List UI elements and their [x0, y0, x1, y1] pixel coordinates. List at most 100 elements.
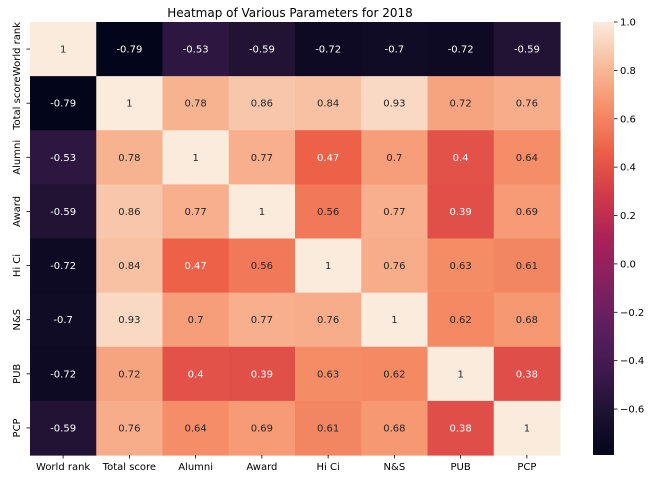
cell-annotation: -0.59 — [249, 45, 275, 56]
cell-annotation: -0.53 — [50, 153, 76, 164]
cell-annotation: 0.4 — [453, 153, 469, 164]
cell-annotation: 0.77 — [251, 153, 273, 164]
colorbar-tick-label: 1.0 — [620, 18, 636, 29]
colorbar-gradient — [593, 22, 614, 455]
chart-title: Heatmap of Various Parameters for 2018 — [167, 6, 413, 20]
cell-annotation: 0.72 — [118, 369, 140, 380]
cell-annotation: 1 — [457, 369, 463, 380]
cell-annotation: 0.78 — [118, 153, 140, 164]
cell-annotation: 0.78 — [184, 99, 206, 110]
heatmap-cell — [30, 238, 97, 294]
cell-annotation: -0.53 — [183, 45, 209, 56]
heatmap-cell — [427, 346, 495, 402]
cell-annotation: -0.59 — [50, 423, 76, 434]
colorbar-tick-label: 0.6 — [620, 114, 636, 125]
heatmap-cell — [162, 400, 230, 456]
cell-annotation: 0.84 — [317, 99, 339, 110]
heatmap-cell — [493, 22, 561, 77]
heatmap-cell — [295, 238, 362, 294]
x-tick-label: PCP — [517, 462, 536, 473]
cell-annotation: -0.7 — [53, 315, 73, 326]
cell-annotation: 0.77 — [383, 207, 405, 218]
cell-annotation: 0.77 — [251, 315, 273, 326]
cell-annotation: 1 — [60, 45, 66, 56]
x-axis: World rank Total score Alumni Award Hi Ci N&S… — [36, 455, 536, 473]
x-tick-label: PUB — [451, 462, 471, 473]
heatmap-cell — [295, 400, 362, 456]
cell-annotations: 1 -0.79 -0.53 -0.59 -0.72 -0.7 -0.72 -0.59 -0.79… — [50, 45, 540, 435]
heatmap-cell — [493, 346, 561, 402]
y-tick-label: N&S — [12, 309, 23, 331]
heatmap-cell — [228, 346, 296, 402]
heatmap-cell — [493, 292, 561, 348]
x-tick-label: Total score — [102, 462, 156, 473]
cell-annotation: 1 — [325, 261, 331, 272]
cell-annotation: 0.68 — [383, 423, 405, 434]
cell-annotation: -0.79 — [50, 99, 76, 110]
cell-annotation: 0.93 — [118, 315, 140, 326]
heatmap-cell — [361, 22, 429, 77]
cell-annotation: 0.64 — [184, 423, 206, 434]
y-tick-label: Hi Ci — [12, 254, 23, 277]
heatmap-cell — [361, 238, 429, 294]
heatmap-cell — [30, 76, 97, 131]
heatmap-cell — [295, 184, 362, 240]
heatmap-cell — [361, 184, 429, 240]
cell-annotation: 0.63 — [317, 369, 339, 380]
heatmap-cell — [228, 76, 296, 131]
heatmap-cell — [361, 292, 429, 348]
colorbar-tick-label: −0.2 — [620, 308, 644, 319]
cell-annotation: 0.76 — [383, 261, 405, 272]
y-tick-label: Award — [12, 196, 23, 227]
heatmap-cell — [493, 76, 561, 131]
cell-annotation: -0.72 — [448, 45, 474, 56]
cell-annotation: 0.93 — [383, 99, 405, 110]
heatmap-cell — [427, 184, 495, 240]
heatmap-cell — [30, 22, 97, 77]
cell-annotation: 1 — [192, 153, 198, 164]
cell-annotation: 0.47 — [317, 153, 339, 164]
heatmap-cell — [96, 22, 164, 77]
heatmap-cell — [361, 76, 429, 131]
cell-annotation: 0.64 — [516, 153, 538, 164]
heatmap-cell — [162, 346, 230, 402]
cell-annotation: 0.47 — [184, 261, 206, 272]
cell-annotation: 0.4 — [188, 369, 204, 380]
cell-annotation: 0.56 — [251, 261, 273, 272]
heatmap-cell — [96, 76, 164, 131]
y-tick-label: PUB — [12, 364, 23, 384]
heatmap-cell — [295, 76, 362, 131]
heatmap-cell — [295, 130, 362, 185]
x-tick-label: Award — [246, 462, 277, 473]
colorbar-tick-label: 0.2 — [620, 211, 636, 222]
cell-annotation: 0.72 — [449, 99, 471, 110]
heatmap-cell — [162, 76, 230, 131]
heatmap-cell — [30, 292, 97, 348]
colorbar-tick-label: 0.8 — [620, 66, 636, 77]
cell-annotation: 0.76 — [317, 315, 339, 326]
cell-annotation: 0.38 — [516, 369, 538, 380]
heatmap-cell — [162, 130, 230, 185]
heatmap-cell — [228, 400, 296, 456]
x-tick-label: Hi Ci — [317, 462, 340, 473]
cell-annotation: -0.7 — [385, 45, 405, 56]
heatmap-cell — [96, 184, 164, 240]
heatmap-cell — [30, 130, 97, 185]
heatmap-cell — [427, 76, 495, 131]
cell-annotation: -0.72 — [50, 261, 76, 272]
heatmap-cell — [96, 346, 164, 402]
y-tick-label: World rank — [12, 22, 23, 76]
colorbar-tick-label: −0.4 — [620, 356, 644, 367]
cell-annotation: 0.86 — [251, 99, 273, 110]
heatmap-cell — [427, 292, 495, 348]
heatmap-cell — [228, 238, 296, 294]
heatmap-cell — [361, 400, 429, 456]
cell-annotation: -0.59 — [50, 207, 76, 218]
heatmap-cell — [493, 400, 561, 456]
heatmap-cell — [295, 292, 362, 348]
heatmap-cell — [427, 22, 495, 77]
heatmap-cells — [30, 22, 561, 456]
cell-annotation: 0.39 — [251, 369, 273, 380]
cell-annotation: 0.63 — [449, 261, 471, 272]
y-tick-label: PCP — [12, 418, 23, 437]
